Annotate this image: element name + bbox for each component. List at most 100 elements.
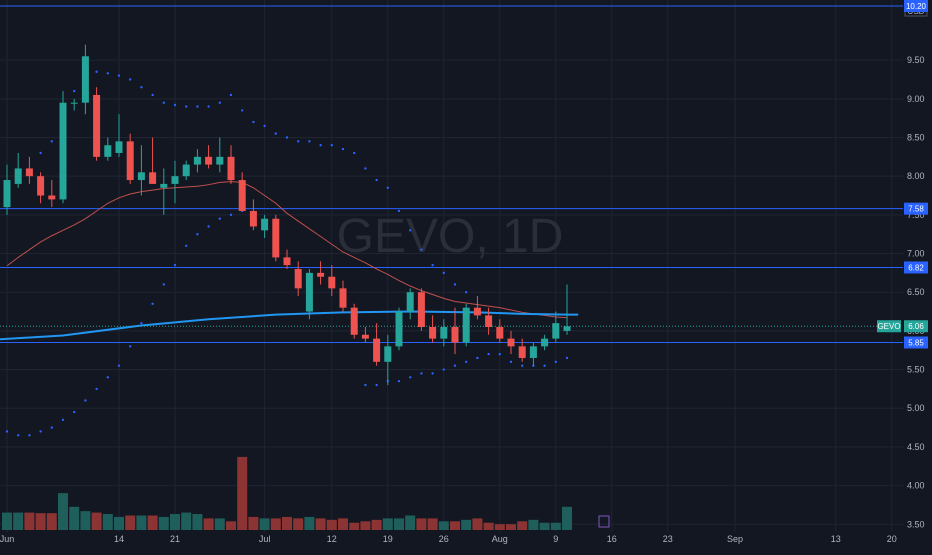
candle-body [238,180,246,211]
psar-dot [554,360,557,364]
volume-bar [147,515,158,530]
time-axis[interactable]: Jun 14 21 Jul 12 19 26 Aug 9 16 23 Sep 13 20 [0,515,897,544]
psar-dot [229,213,233,217]
time-tick-label: 13 [831,534,841,544]
price-tick-label: 7.00 [907,249,925,259]
volume-bar [203,518,214,530]
volume-bar [136,515,147,530]
candle-body [81,56,89,103]
volume-bar [170,514,180,530]
candle-body [48,195,56,200]
candle-body [384,346,392,362]
ticker-tag [877,320,901,333]
candle-body [261,218,269,231]
psar-dot [117,74,121,77]
volume-bar [69,506,80,530]
volume-bar [270,518,281,530]
watermark: GEVO, 1D [337,210,564,263]
psar-dot [95,387,98,391]
level-price-label: 5.85 [908,338,924,347]
time-tick-label: 9 [553,534,558,544]
candle-body [507,338,515,347]
price-tick-label: 7.50 [907,210,925,220]
psar-dot [409,376,412,379]
candle-body [417,292,425,328]
psar-dot [274,132,277,135]
psar-dot [285,136,289,139]
volume-bar [550,522,561,530]
psar-dot [498,352,501,356]
ticker-tag-label: GEVO [877,322,900,331]
volume-bar [315,518,326,530]
psar-dot [61,418,65,422]
candle-body [305,272,313,312]
price-tick-label: 5.50 [907,365,925,375]
candle-body [227,156,235,181]
price-tick-label: 9.50 [907,55,925,65]
candle-body [350,307,358,335]
candle-body [272,218,280,258]
psar-dot [185,105,188,108]
volume-bar [293,518,304,530]
price-axis[interactable]: 3.504.004.505.005.506.006.507.007.508.00… [903,0,932,550]
candle-body [462,307,470,343]
psar-dot [397,209,401,213]
volume-bar [114,516,124,530]
candle-body [283,257,291,266]
psar-dot [218,101,221,104]
volume-bar [304,516,315,530]
volume-bar [371,519,382,530]
price-tick-label: 4.50 [907,442,925,452]
volume-bar [416,518,427,530]
candle-body [182,164,190,177]
candles [3,44,571,386]
psar-dot [409,229,412,232]
psar-dot [196,105,199,108]
ma-short-line [6,181,568,319]
volume-bar [24,512,35,530]
volume-bar [226,521,236,530]
psar-dot [84,399,87,402]
volume-bar [35,513,46,530]
level-price-label: 7.58 [908,205,924,214]
psar-dot [521,364,524,367]
psar-dots [5,70,569,437]
psar-dot [420,372,423,375]
psar-dot [543,364,546,367]
psar-dot [263,124,266,128]
candle-body [249,210,257,227]
candle-body [317,272,325,277]
candle-body [541,338,549,347]
psar-dot [252,120,255,124]
psar-dot [73,89,76,93]
candle-body [529,346,537,358]
volume-bar [528,519,539,530]
psar-dot [185,244,188,247]
volume-bar [427,518,438,530]
volume-bar [326,519,337,530]
psar-dot [207,225,210,228]
candle-body [496,327,504,339]
candle-body [37,176,45,196]
psar-dot [173,103,177,107]
time-tick-label: Jul [259,534,271,544]
psar-dot [431,263,434,267]
level-price-tag [904,0,928,12]
time-tick-label: Sep [727,534,743,544]
time-tick-label: 21 [170,534,180,544]
candle-body [3,180,11,208]
volume-bar [450,521,460,530]
psar-dot [95,70,98,73]
psar-dot [319,144,322,147]
volume-bar [58,493,68,530]
psar-dot [151,93,154,97]
candle-body [104,145,112,157]
psar-dot [73,410,76,414]
time-tick-label: 16 [607,534,617,544]
psar-dot [39,430,42,433]
psar-dot [397,379,401,383]
psar-dot [453,364,457,367]
candle-body [451,327,459,343]
candle-body [518,346,526,358]
